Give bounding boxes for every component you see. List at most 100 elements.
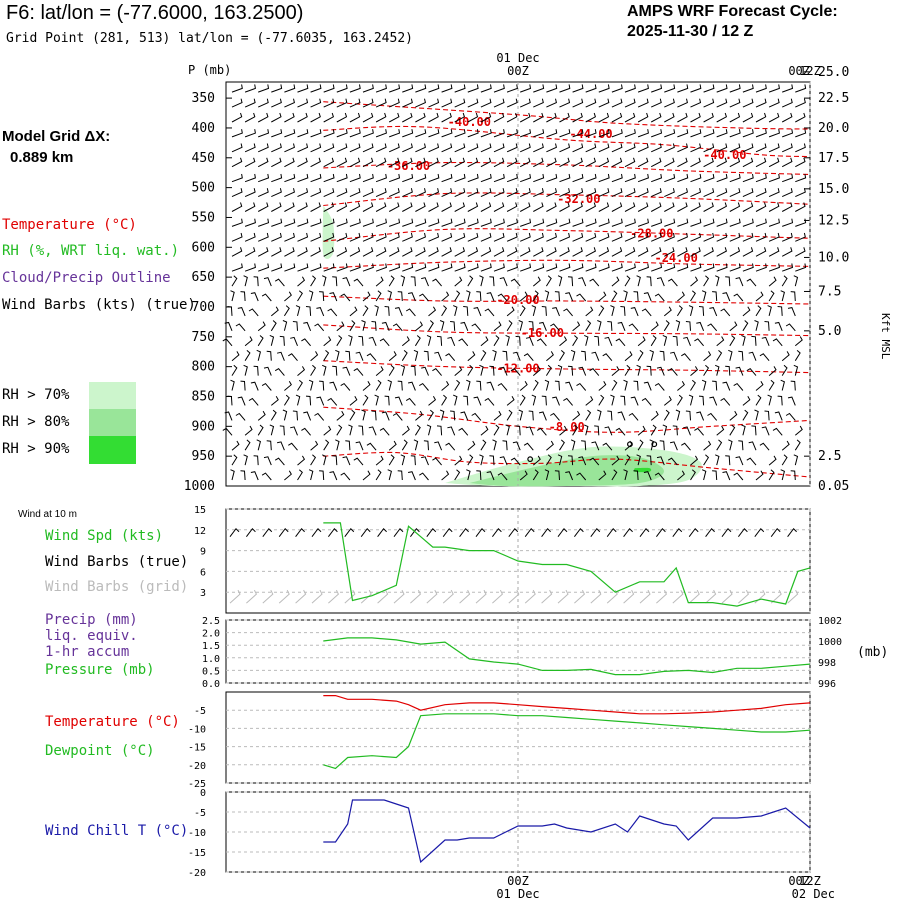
wind-barb <box>544 469 550 481</box>
page-title: F6: lat/lon = (-77.6000, 163.2500) <box>6 2 304 24</box>
bottom-date-left: 01 Dec <box>496 887 539 900</box>
wind-barb <box>664 202 675 212</box>
wind-barb <box>794 439 801 451</box>
wind-barb <box>677 247 688 257</box>
wind-barb <box>651 218 663 227</box>
wind-barb <box>362 218 374 227</box>
wind-barb <box>297 247 308 257</box>
wind-barb <box>323 112 335 123</box>
wind-barb <box>536 427 547 436</box>
wind-barb <box>728 349 733 361</box>
legend-precip-liq: liq. equiv. <box>45 628 138 644</box>
pressure-tick-1000: 1000 <box>184 479 215 494</box>
wind-barb <box>402 84 414 93</box>
wind-barb <box>263 366 272 376</box>
wind-barb <box>572 143 584 153</box>
wind-barb <box>271 173 283 183</box>
true-barb <box>754 527 765 538</box>
wind-barb <box>703 364 710 376</box>
wind-barb <box>742 247 754 257</box>
wind-barb <box>525 336 534 346</box>
wind-barb <box>742 202 754 212</box>
wind-barb <box>650 157 662 168</box>
grid-barb <box>787 589 799 604</box>
wind-barb <box>493 143 505 153</box>
grid-barb <box>377 589 389 604</box>
wind-barb <box>624 275 631 287</box>
wind-barb <box>633 380 639 391</box>
calm-circle-2 <box>651 441 658 448</box>
wind-barb <box>598 98 610 108</box>
wind-barb <box>467 247 479 257</box>
wind-barb <box>572 157 583 168</box>
wind-barb <box>348 424 353 436</box>
wind-barb <box>637 202 649 212</box>
wind-barb <box>703 232 715 242</box>
wind-barb <box>336 129 348 138</box>
wind-barb <box>284 143 295 153</box>
temp-tick--15: -15 <box>188 743 206 754</box>
wind-barb <box>572 202 583 212</box>
wind-barb <box>467 275 474 287</box>
wind-barb <box>493 188 505 198</box>
wind-barb <box>742 188 754 198</box>
wind-barb <box>355 441 364 451</box>
grid-barb <box>524 589 536 604</box>
model-grid: Model Grid ΔX: 0.889 km <box>2 126 110 168</box>
isotherm--16 <box>323 324 811 337</box>
precip-tick-0.5: 0.5 <box>202 666 220 677</box>
wind-barb <box>323 439 330 451</box>
wind-barb <box>489 365 495 376</box>
wind-barb <box>441 173 453 183</box>
wind-barb <box>349 306 358 317</box>
wind-barb <box>641 397 652 406</box>
wind-barb <box>426 334 432 346</box>
wind-barb <box>664 247 675 257</box>
isotherm-label-7: -20.00 <box>496 293 539 307</box>
wind-barb <box>297 263 309 272</box>
wind-barb <box>230 290 235 302</box>
wind-barb <box>650 232 662 242</box>
wind-barb <box>310 232 322 242</box>
wind-barb <box>576 293 587 302</box>
wind-barb <box>407 381 416 391</box>
wind-barb <box>785 323 796 332</box>
wind-barb <box>545 275 552 287</box>
pressure-tick-650: 650 <box>192 270 215 285</box>
wind-barb <box>572 173 584 183</box>
true-barb <box>639 527 650 538</box>
grid-barb <box>442 589 454 604</box>
wind-barb <box>672 425 678 436</box>
wind-barb <box>533 188 544 198</box>
wind-barb <box>572 84 584 93</box>
true-barb <box>688 527 699 538</box>
wind-barb <box>602 442 613 451</box>
wind-barb <box>480 157 492 168</box>
height-tick-6: 10.0 <box>818 250 849 265</box>
wind-barb <box>284 84 296 93</box>
wind-barb <box>362 305 369 317</box>
true-barb <box>590 527 601 538</box>
wind-barb <box>375 84 387 93</box>
wind-barb <box>624 232 636 242</box>
wind-barb <box>636 275 641 287</box>
wind-barb <box>533 143 544 153</box>
true-barb <box>508 527 519 538</box>
wind-barb <box>538 411 547 421</box>
wind-barb <box>676 305 683 317</box>
wind-barb <box>428 218 440 227</box>
wind-barb <box>690 84 702 93</box>
wind-barb <box>755 232 767 242</box>
wind-barb <box>486 292 495 302</box>
wind-barb <box>454 218 466 227</box>
wind-barb <box>467 202 479 212</box>
wind-barb <box>598 202 610 212</box>
wind-barb <box>656 456 665 466</box>
wind-barb <box>677 98 688 108</box>
wind-barb <box>349 263 361 272</box>
wind-barb <box>646 365 652 376</box>
wind-barb <box>387 469 392 481</box>
wind-barb <box>703 247 714 257</box>
wind-barb <box>518 409 523 421</box>
